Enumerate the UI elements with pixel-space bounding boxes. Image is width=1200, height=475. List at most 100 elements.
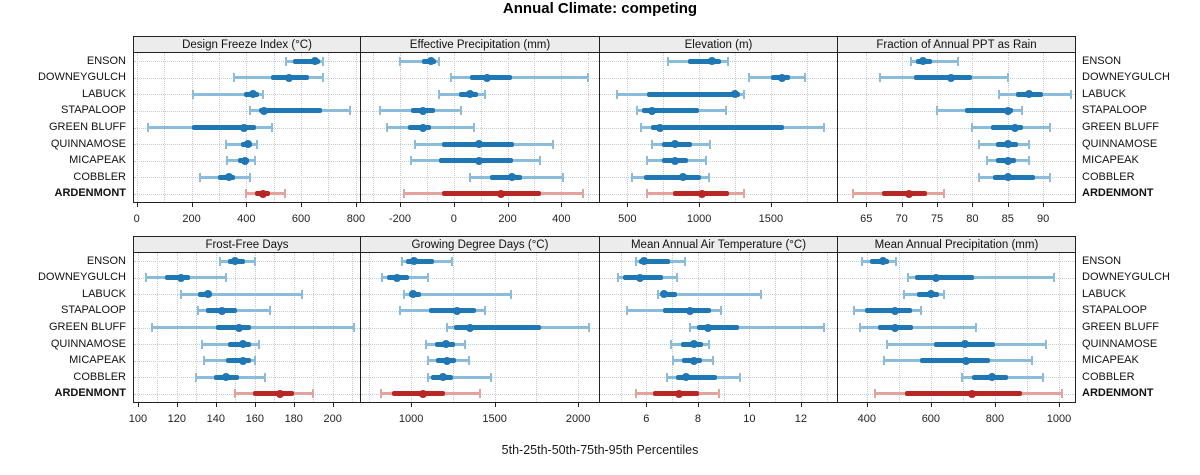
median-dot — [235, 323, 244, 332]
interquartile-bar — [441, 191, 542, 197]
gridline-horizontal — [838, 128, 1075, 129]
whisker-cap-5th — [380, 389, 383, 399]
whisker-cap-95th — [760, 289, 762, 299]
axis-tick-mark — [301, 203, 303, 207]
whisker-cap-5th — [400, 256, 403, 266]
gridline-vertical — [301, 53, 302, 202]
whisker-cap-5th — [413, 139, 416, 149]
interquartile-bar — [650, 125, 784, 130]
site-label-left-micapeak: MICAPEAK — [69, 354, 126, 367]
median-dot — [647, 106, 656, 115]
median-dot — [418, 123, 427, 132]
gridline-vertical — [328, 53, 329, 202]
whisker-cap-5th — [385, 123, 388, 132]
whisker-cap-5th — [380, 273, 383, 283]
whisker-cap-5th — [645, 156, 648, 166]
whisker-cap-5th — [426, 372, 429, 382]
axis-tick-label: 400 — [857, 413, 876, 425]
gridline-horizontal — [600, 344, 837, 345]
whisker-cap-95th — [561, 172, 564, 182]
gridline-vertical — [1027, 253, 1028, 402]
whisker-cap-5th — [665, 372, 668, 382]
whisker-cap-5th — [626, 306, 629, 316]
median-dot — [483, 73, 492, 82]
whisker-cap-95th — [823, 123, 826, 132]
gridline-vertical — [866, 53, 867, 202]
interquartile-bar — [215, 325, 251, 330]
whisker-cap-5th — [636, 106, 639, 116]
whisker-cap-5th — [398, 56, 401, 66]
site-label-right-quinnamose: QUINNAMOSE — [1082, 137, 1158, 150]
gridline-vertical — [373, 53, 374, 202]
whisker-cap-95th — [1053, 273, 1056, 283]
whisker-cap-95th — [724, 106, 727, 116]
interquartile-bar — [490, 174, 523, 180]
panel-strip-title: Growing Degree Days (°C) — [411, 238, 549, 251]
whisker-cap-5th — [197, 306, 200, 316]
axis-tick-mark — [627, 203, 629, 207]
whisker-cap-95th — [459, 106, 462, 116]
interquartile-bar — [643, 174, 701, 180]
median-dot — [708, 57, 717, 66]
whisker-cap-5th — [203, 356, 206, 366]
median-dot — [465, 90, 474, 99]
interquartile-bar — [453, 325, 542, 330]
axis-tick-label: 500 — [618, 213, 637, 225]
whisker-cap-95th — [957, 56, 960, 66]
interquartile-bar — [292, 58, 321, 64]
axis-tick-label: 85 — [1001, 213, 1014, 225]
whisker-cap-95th — [261, 89, 264, 99]
panel-strip-title: Fraction of Annual PPT as Rain — [876, 38, 1037, 51]
site-label-left-stapaloop: STAPALOOP — [60, 304, 126, 317]
axis-tick-mark — [578, 403, 580, 407]
interquartile-bar — [905, 391, 1022, 397]
panel-strip-mean-annual-precipitation-mm: Mean Annual Precipitation (mm) — [837, 236, 1076, 253]
axis-tick-mark — [293, 403, 295, 407]
interquartile-bar — [647, 91, 741, 97]
median-dot — [697, 189, 706, 198]
site-label-right-micapeak: MICAPEAK — [1082, 354, 1139, 367]
whisker-cap-5th — [909, 56, 912, 66]
chart-title: Annual Climate: competing — [502, 0, 698, 17]
whisker-cap-95th — [1030, 356, 1033, 366]
median-dot — [438, 373, 447, 382]
whisker-cap-5th — [232, 73, 235, 83]
whisker-cap-5th — [961, 372, 964, 382]
whisker-cap-95th — [426, 273, 429, 283]
site-label-right-stapaloop: STAPALOOP — [1082, 304, 1148, 317]
site-label-right-micapeak: MICAPEAK — [1082, 154, 1139, 167]
site-label-left-stapaloop: STAPALOOP — [60, 104, 126, 117]
interquartile-bar — [919, 358, 991, 364]
median-dot — [392, 273, 401, 282]
interquartile-bar — [391, 391, 446, 397]
site-label-left-enson: ENSON — [86, 54, 126, 67]
axis-tick-mark — [699, 203, 701, 207]
axis-tick-label: 1500 — [482, 413, 507, 425]
axis-tick-mark — [866, 403, 868, 407]
gridline-vertical — [827, 253, 828, 402]
whisker-cap-5th — [998, 89, 1001, 99]
axis-tick-mark — [561, 203, 563, 207]
axis-tick-label: 0 — [450, 213, 457, 225]
axis-tick-mark — [176, 403, 178, 407]
whisker-cap-95th — [974, 323, 977, 332]
site-label-right-downeygulch: DOWNEYGULCH — [1082, 271, 1171, 284]
whisker-cap-95th — [253, 256, 256, 266]
site-label-right-quinnamose: QUINNAMOSE — [1082, 337, 1158, 350]
gridline-horizontal — [838, 311, 1075, 312]
interquartile-bar — [990, 125, 1024, 130]
whisker-cap-95th — [490, 372, 493, 382]
gridline-horizontal — [600, 278, 837, 279]
axis-tick-label: 200 — [498, 213, 517, 225]
median-dot — [217, 306, 226, 315]
whisker-cap-95th — [467, 356, 470, 366]
site-label-left-labuck: LABUCK — [81, 287, 126, 300]
median-dot — [926, 290, 935, 299]
gridline-vertical — [995, 253, 996, 402]
whisker-cap-95th — [894, 256, 897, 266]
whisker-cap-95th — [451, 256, 454, 266]
interquartile-bar — [225, 358, 251, 364]
median-dot — [507, 173, 516, 182]
whisker-5-95 — [192, 92, 263, 96]
axis-tick-mark — [399, 203, 401, 207]
